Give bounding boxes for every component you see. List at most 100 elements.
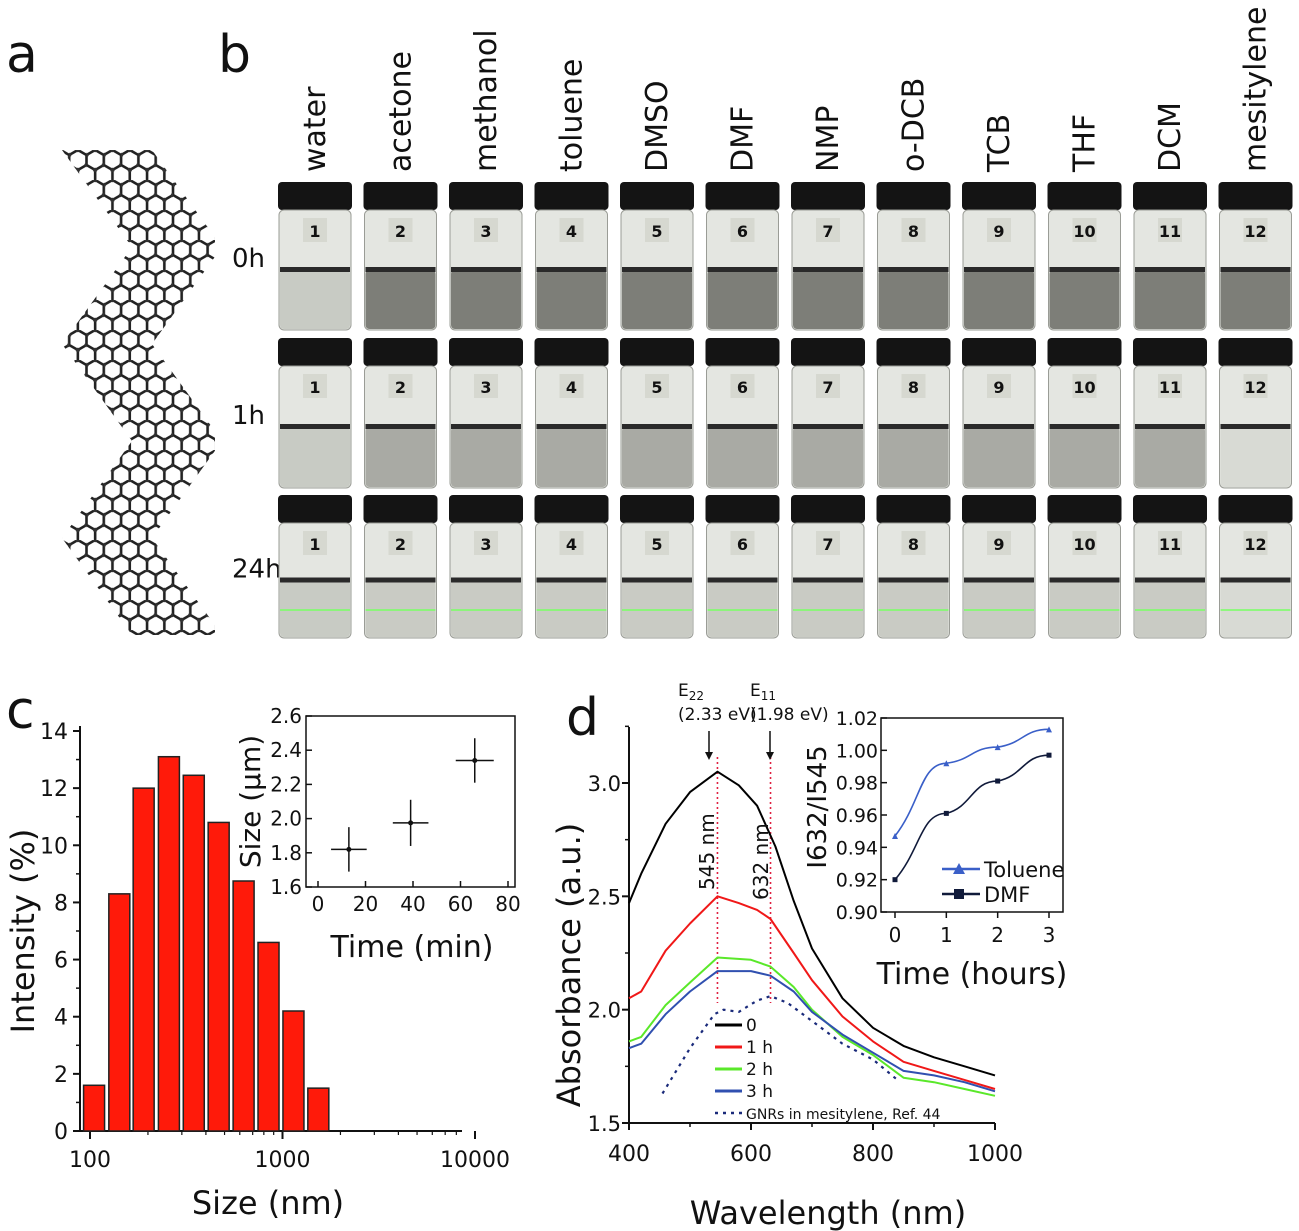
meniscus (536, 577, 607, 583)
vial-number: 1 (309, 222, 320, 241)
vial-cap (705, 182, 780, 210)
vial-label-tag (1243, 374, 1268, 398)
histogram-bar (132, 787, 155, 1132)
vial-number: 2 (395, 535, 406, 554)
histogram-bar (282, 1010, 305, 1132)
vial-cap (1133, 182, 1207, 210)
vial-cap (278, 495, 352, 523)
vial-number: 1 (309, 378, 320, 397)
y-axis-title: Absorbance (a.u.) (550, 823, 588, 1107)
vial: 11 (1133, 338, 1207, 489)
meniscus (964, 267, 1034, 272)
absorbance-series-line (628, 970, 996, 1093)
annotation-e22-energy: (2.33 eV) (678, 705, 757, 725)
meniscus (878, 267, 949, 272)
inset-frame (880, 717, 1064, 913)
vial-label-tag (388, 218, 413, 242)
inset-y-axis-title: Size (µm) (234, 735, 267, 868)
solvent-label: mesitylene (1239, 7, 1274, 172)
vial-number: 12 (1244, 222, 1266, 241)
meniscus (707, 424, 778, 429)
vial-label-tag (816, 531, 840, 555)
inset-legend-label: Toluene (983, 858, 1064, 882)
legend-item: 0 (715, 1016, 757, 1036)
vial: 12 (1218, 495, 1293, 639)
vial-liquid (622, 270, 692, 329)
y-tick-label: 3.0 (588, 772, 621, 796)
vial-liquid (451, 270, 521, 329)
inset-y-tick-label: 2.2 (270, 772, 302, 796)
solvent-label: TCB (982, 114, 1017, 173)
vial: 10 (1047, 338, 1122, 489)
square-marker (892, 877, 898, 883)
inset-series-line (894, 754, 1050, 881)
panel-label-b: b (218, 25, 251, 85)
vial-cap (1047, 338, 1122, 366)
vial-label-tag (1158, 218, 1182, 242)
inset-y-tick-label: 0.98 (836, 773, 878, 795)
x-tick-label: 800 (852, 1142, 894, 1167)
absorbance-series-line (661, 995, 899, 1095)
solvent-label: water (298, 86, 333, 172)
vial-number: 7 (822, 535, 833, 554)
vial-liquid (1049, 427, 1120, 487)
vial-number: 11 (1159, 222, 1181, 241)
data-point (346, 846, 352, 852)
legend-label: 0 (746, 1016, 757, 1036)
vial-label-tag (1243, 531, 1268, 555)
vial-number: 8 (908, 222, 919, 241)
label-545nm: 545 nm (695, 813, 719, 890)
vial-liquid (365, 270, 436, 329)
vial-number: 6 (737, 222, 748, 241)
inset-y-tick-label: 1.6 (270, 875, 302, 899)
solvent-label: DMF (726, 106, 761, 172)
vial-label-tag (987, 531, 1011, 555)
vial: 3 (449, 495, 523, 639)
vial-number: 12 (1244, 378, 1266, 397)
vial-liquid (707, 270, 778, 329)
meniscus (793, 267, 863, 272)
y-tick-label: 2.0 (588, 999, 621, 1023)
solvent-label: o-DCB (897, 78, 932, 172)
histogram-bar (232, 880, 255, 1132)
meniscus (622, 424, 692, 429)
vial: 4 (534, 338, 609, 489)
solvent-label: THF (1068, 114, 1103, 173)
inset-x-tick-label: 0 (889, 923, 902, 947)
histogram-bar (157, 755, 181, 1132)
inset-x-tick-label: 3 (1043, 923, 1056, 947)
inset-x-axis-title: Time (min) (330, 930, 494, 965)
vial-liquid (707, 427, 778, 487)
meniscus (365, 267, 436, 272)
vial-liquid (536, 580, 607, 637)
data-point-with-error-bars (392, 799, 429, 846)
vial-cap (363, 338, 438, 366)
meniscus (280, 424, 350, 429)
vial-cap (534, 338, 609, 366)
vial-number: 2 (395, 222, 406, 241)
vial-label-tag (730, 218, 755, 242)
hexagon-lattice (62, 150, 215, 635)
inset-series-line (894, 728, 1050, 837)
inset-y-tick-label: 2.4 (270, 738, 302, 762)
meniscus (451, 267, 521, 272)
inset-frame (305, 715, 516, 888)
vial-label-tag (730, 531, 755, 555)
annotation-e11-energy: (1.98 eV) (750, 705, 829, 725)
vial-liquid (622, 427, 692, 487)
vial: 8 (876, 338, 951, 489)
x-tick-label: 1000 (255, 1148, 311, 1173)
row-time-label: 0h (232, 244, 265, 274)
y-tick-label: 6 (54, 949, 68, 974)
vial-liquid (707, 580, 778, 637)
meniscus (878, 424, 949, 429)
histogram-bar (182, 774, 206, 1132)
solvent-label: DMSO (640, 80, 675, 172)
vial: 8 (876, 495, 951, 639)
vial-liquid (964, 270, 1034, 329)
meniscus (964, 424, 1034, 429)
vial: 11 (1133, 495, 1207, 639)
vial-cap (534, 182, 609, 210)
